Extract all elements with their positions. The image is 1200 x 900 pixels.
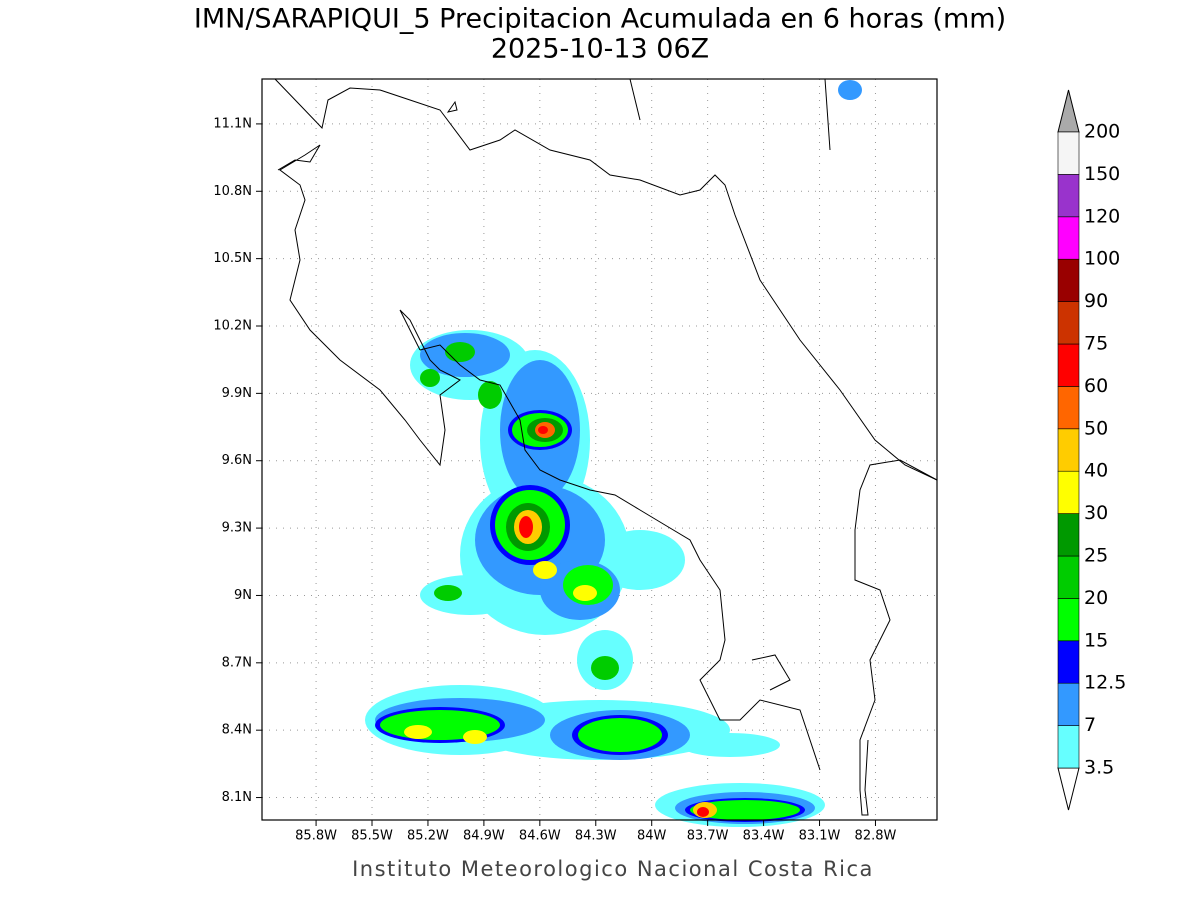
colorbar-label: 30	[1084, 502, 1108, 524]
colorbar-box	[1057, 301, 1080, 345]
colorbar-box	[1057, 131, 1080, 175]
colorbar-label: 120	[1084, 205, 1120, 227]
colorbar-label: 50	[1084, 417, 1108, 439]
x-tick-label: 84.9W	[463, 829, 505, 844]
y-tick-label: 8.1N	[222, 790, 252, 805]
y-tick-label: 9.6N	[222, 453, 252, 468]
colorbar-box	[1057, 555, 1080, 599]
colorbar-label: 12.5	[1084, 672, 1126, 694]
colorbar-box	[1057, 386, 1080, 430]
colorbar-label: 25	[1084, 545, 1108, 567]
y-tick-label: 11.1N	[213, 116, 252, 131]
map-subtitle: 2025-10-13 06Z	[491, 34, 709, 65]
precip-field	[365, 80, 862, 827]
x-tick-label: 85.2W	[407, 829, 449, 844]
y-tick-label: 9.9N	[222, 386, 252, 401]
colorbar-label: 7	[1084, 714, 1096, 736]
colorbar-label: 40	[1084, 460, 1108, 482]
colorbar-box	[1057, 216, 1080, 260]
x-tick-label: 83.1W	[799, 829, 841, 844]
colorbar-label: 75	[1084, 333, 1108, 355]
y-tick-label: 10.2N	[213, 319, 252, 334]
x-tick-label: 84W	[637, 829, 667, 844]
colorbar-box	[1057, 343, 1080, 387]
x-tick-label: 83.7W	[687, 829, 729, 844]
colorbar-label: 20	[1084, 587, 1108, 609]
colorbar-label: 60	[1084, 375, 1108, 397]
y-tick-label: 8.7N	[222, 655, 252, 670]
colorbar-over	[1057, 89, 1080, 133]
x-tick-label: 85.8W	[295, 829, 337, 844]
colorbar-box	[1057, 174, 1080, 218]
colorbar-label: 15	[1084, 629, 1108, 651]
colorbar: 3.5 7 12.5 15 20 25 30 40 50 60 75 90 100 120 150 200	[1057, 89, 1126, 811]
footer: Instituto Meteorologico Nacional Costa R…	[352, 857, 874, 881]
colorbar-label: 100	[1084, 248, 1120, 270]
colorbar-label: 150	[1084, 163, 1120, 185]
x-tick-label: 84.6W	[519, 829, 561, 844]
colorbar-box	[1057, 725, 1080, 769]
plot-frame	[261, 78, 938, 821]
colorbar-box	[1057, 598, 1080, 642]
colorbar-box	[1057, 470, 1080, 514]
colorbar-box	[1057, 428, 1080, 472]
plot-area	[262, 79, 937, 820]
map-title: IMN/SARAPIQUI_5 Precipitacion Acumulada …	[194, 4, 1006, 35]
x-tick-label: 84.3W	[575, 829, 617, 844]
y-tick-label: 8.4N	[222, 723, 252, 738]
axes: 85.8W 85.5W 85.2W 84.9W 84.6W 84.3W 84W 83.7W 83…	[213, 116, 896, 843]
colorbar-label: 90	[1084, 290, 1108, 312]
grid	[262, 79, 937, 820]
colorbar-box	[1057, 258, 1080, 302]
x-tick-label: 83.4W	[743, 829, 785, 844]
colorbar-box	[1057, 513, 1080, 557]
y-tick-label: 10.5N	[213, 251, 252, 266]
colorbar-box	[1057, 682, 1080, 726]
coastline	[274, 78, 938, 816]
map-plot: 85.8W 85.5W 85.2W 84.9W 84.6W 84.3W 84W 83.7W 83…	[213, 78, 938, 844]
x-tick-label: 85.5W	[351, 829, 393, 844]
colorbar-label: 200	[1084, 121, 1120, 143]
x-tick-label: 82.8W	[855, 829, 897, 844]
y-tick-label: 9.3N	[222, 521, 252, 536]
colorbar-box	[1057, 640, 1080, 684]
colorbar-label: 3.5	[1084, 757, 1114, 779]
y-tick-label: 10.8N	[213, 184, 252, 199]
y-tick-label: 9N	[234, 588, 252, 603]
colorbar-under	[1057, 767, 1080, 811]
